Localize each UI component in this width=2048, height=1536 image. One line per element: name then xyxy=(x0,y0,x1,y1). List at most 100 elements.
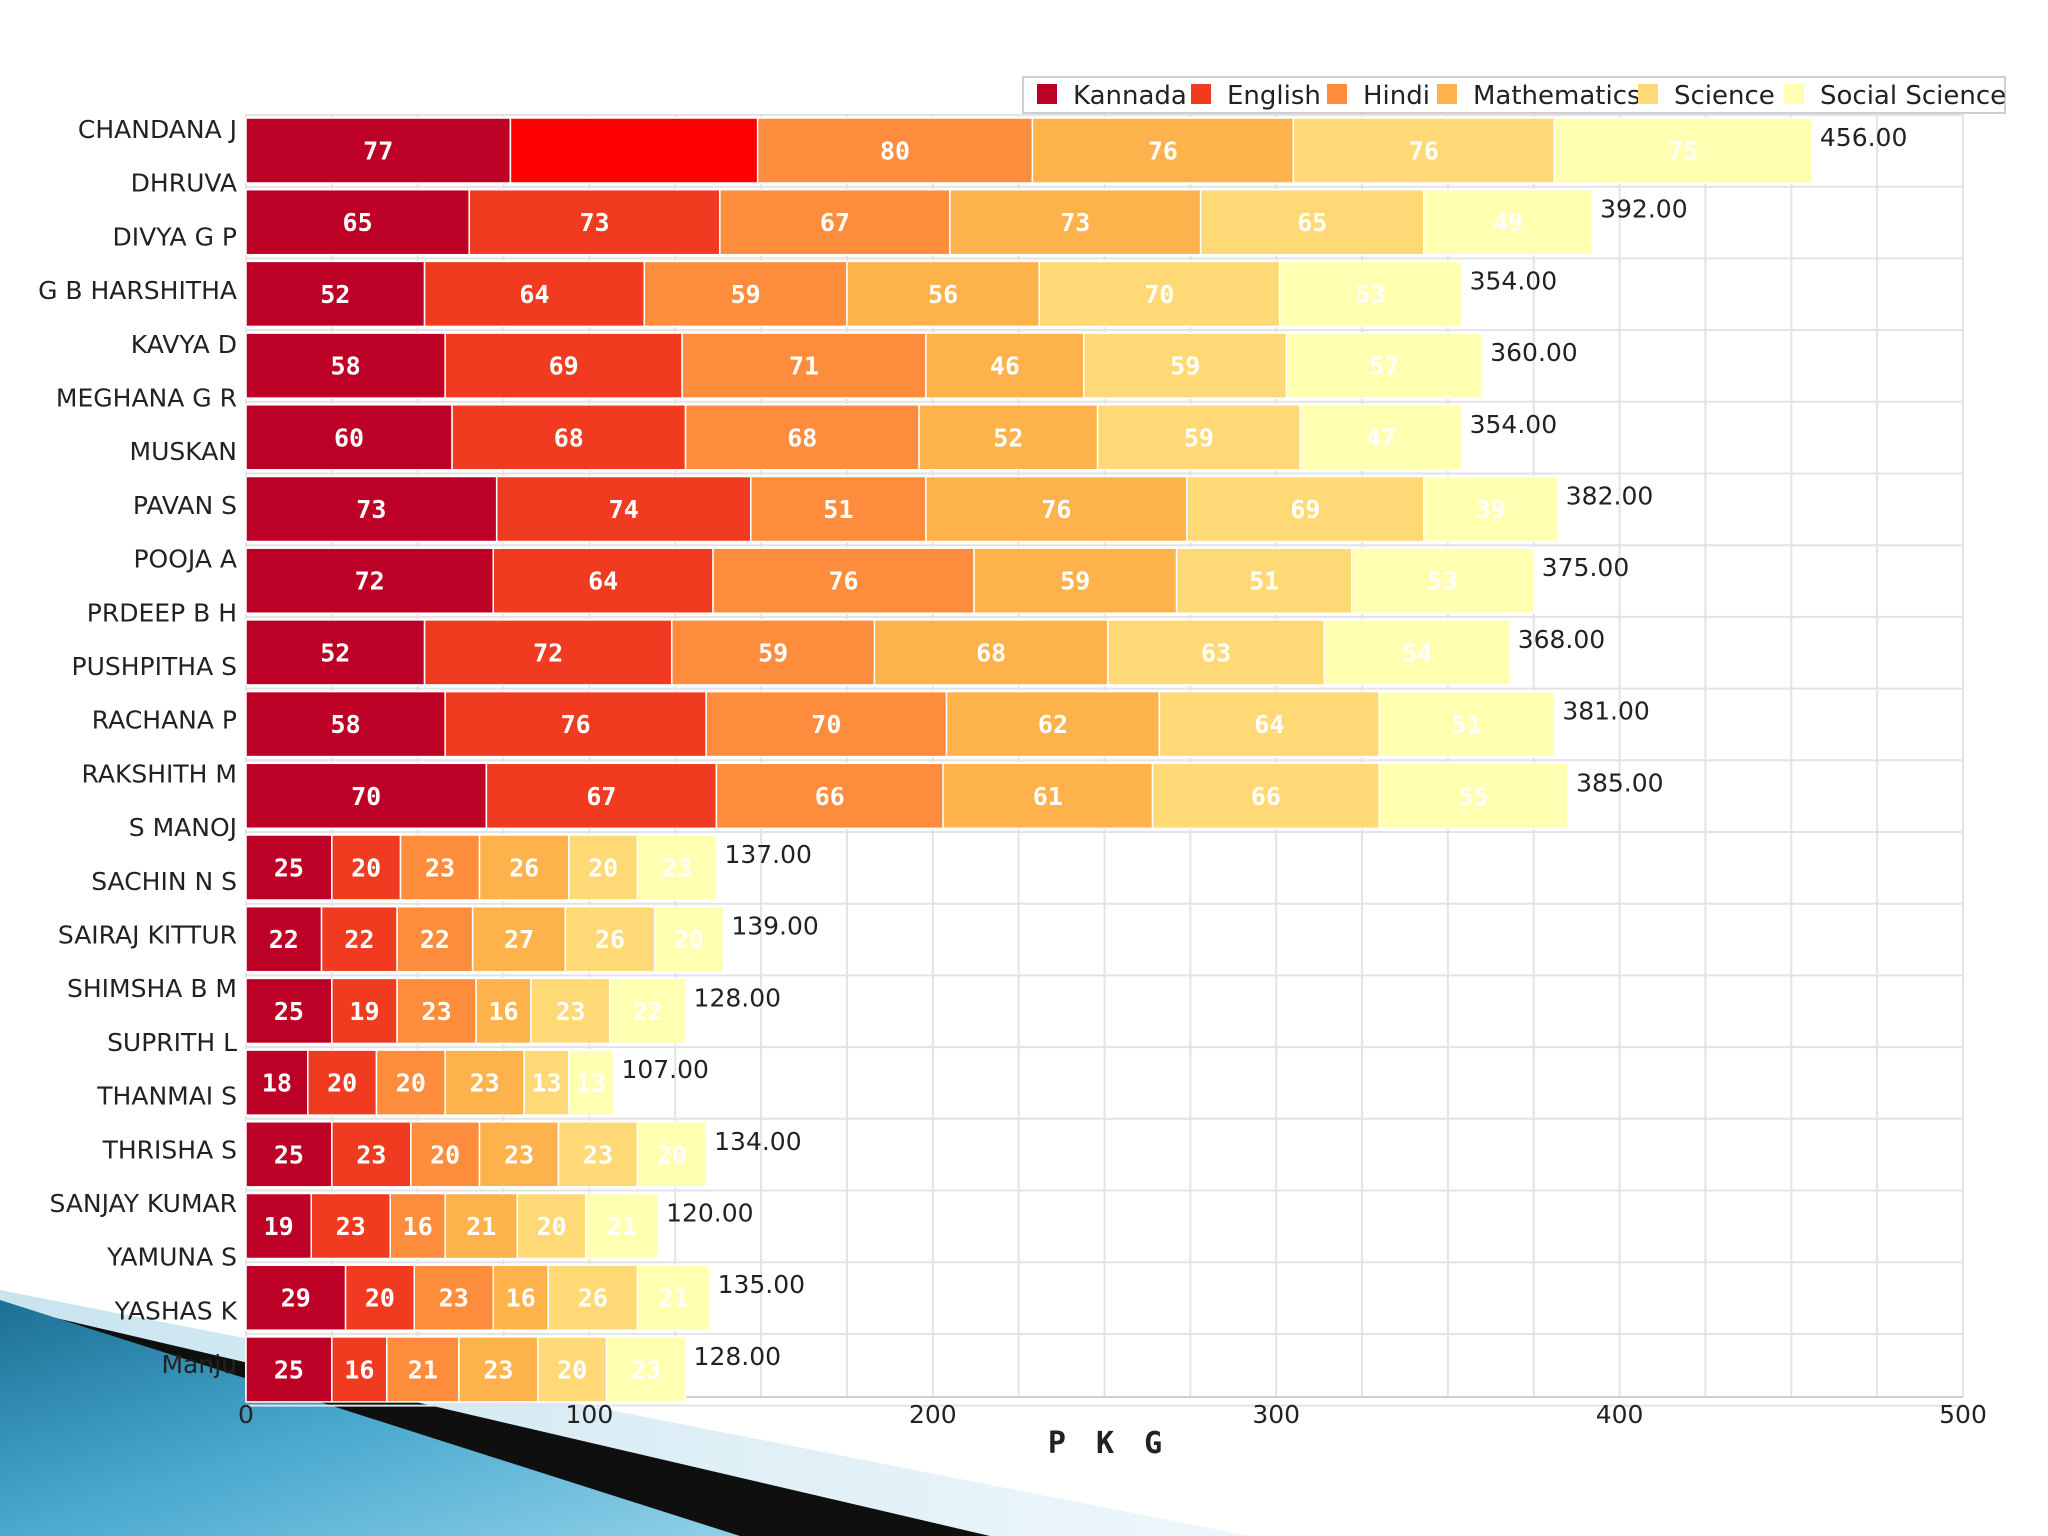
segment-value-label: 51 xyxy=(1249,567,1279,596)
bar-segment-hindi xyxy=(375,1049,446,1116)
legend-label: English xyxy=(1227,81,1321,111)
bars-group: 77 80 76 76 75 456.00 65 73 67 73 65 49 392.00 52 64 59… xyxy=(245,117,1907,1403)
y-axis-label: POOJA A xyxy=(133,545,237,574)
bar-segment-science xyxy=(557,1121,639,1188)
segment-value-label: 19 xyxy=(349,997,379,1026)
segment-value-label: 22 xyxy=(633,997,663,1026)
legend-label: Social Science xyxy=(1820,81,2006,111)
segment-value-label: 20 xyxy=(351,854,381,883)
segment-value-label: 55 xyxy=(1459,782,1489,811)
bar-segment-english xyxy=(485,762,718,830)
legend: Kannada English Hindi Mathematics Science Soc… xyxy=(1022,76,2006,114)
segment-value-label: 23 xyxy=(470,1069,500,1098)
bar-segment-hindi xyxy=(399,834,481,901)
bar-segment-hindi xyxy=(719,188,951,256)
bar-row: 25 23 20 23 23 20 134.00 xyxy=(245,1121,802,1188)
segment-value-label: 16 xyxy=(506,1284,536,1313)
segment-value-label: 66 xyxy=(815,782,845,811)
bar-segment-social-science xyxy=(605,1336,687,1403)
bar-segment-hindi xyxy=(396,905,474,973)
bar-segment-mathematics xyxy=(478,1121,560,1188)
segment-value-label: 23 xyxy=(425,854,455,883)
segment-value-label: 56 xyxy=(928,280,958,309)
bar-row: 52 72 59 68 63 54 368.00 xyxy=(245,619,1605,686)
bar-segment-kannada xyxy=(245,834,333,901)
bar-segment-science xyxy=(1096,404,1301,471)
bar-segment-english xyxy=(344,1264,416,1331)
bar-segment-science xyxy=(530,977,611,1045)
bar-segment-science xyxy=(1186,475,1425,543)
bar-segment-mathematics xyxy=(918,404,1099,471)
segment-value-label: 53 xyxy=(1428,567,1458,596)
x-tick-label: 0 xyxy=(238,1400,254,1429)
segment-value-label: 27 xyxy=(504,925,534,954)
bar-total-label: 354.00 xyxy=(1470,266,1557,295)
bar-segment-social-science xyxy=(1299,404,1463,471)
legend-box xyxy=(1022,76,2006,114)
legend-label: Kannada xyxy=(1073,81,1187,111)
segment-value-label: 73 xyxy=(356,495,386,524)
bar-segment-english xyxy=(451,404,687,471)
segment-value-label: 57 xyxy=(1369,352,1399,381)
bar-segment-mathematics xyxy=(444,1192,519,1260)
segment-value-label: 54 xyxy=(1402,638,1432,667)
segment-value-label: 60 xyxy=(334,423,364,452)
x-tick-label: 200 xyxy=(909,1400,957,1429)
bar-segment-kannada xyxy=(245,619,426,686)
segment-value-label: 67 xyxy=(820,208,850,237)
bar-segment-social-science xyxy=(585,1192,659,1260)
bar-segment-mathematics xyxy=(873,619,1109,686)
y-axis-label: YASHAS K xyxy=(114,1296,238,1325)
segment-value-label: 23 xyxy=(583,1140,613,1169)
bar-segment-kannada xyxy=(245,188,470,256)
segment-value-label: 59 xyxy=(1184,423,1214,452)
segment-value-label: 29 xyxy=(281,1284,311,1313)
x-tick-label: 400 xyxy=(1596,1400,1644,1429)
segment-value-label: 62 xyxy=(1038,710,1068,739)
bar-segment-science xyxy=(547,1264,639,1331)
bar-total-label: 107.00 xyxy=(621,1055,708,1084)
y-axis-label: PUSHPITHA S xyxy=(72,652,237,681)
segment-value-label: 76 xyxy=(1148,137,1178,166)
y-axis-label: Manju xyxy=(161,1350,237,1379)
segment-value-label: 23 xyxy=(422,997,452,1026)
bar-segment-social-science xyxy=(1350,547,1535,614)
bar-total-label: 137.00 xyxy=(724,840,811,869)
bar-segment-hindi xyxy=(643,260,848,328)
bar-total-label: 128.00 xyxy=(694,983,781,1012)
bar-row: 65 73 67 73 65 49 392.00 xyxy=(245,188,1688,256)
segment-value-label: 23 xyxy=(356,1140,386,1169)
segment-value-label: 21 xyxy=(607,1212,637,1241)
bar-segment-social-science xyxy=(1378,690,1556,758)
segment-value-label: 23 xyxy=(631,1355,661,1384)
y-axis-label: RAKSHITH M xyxy=(82,759,237,788)
bar-segment-english xyxy=(310,1192,391,1260)
y-axis-label: SACHIN N S xyxy=(91,867,237,896)
segment-value-label: 25 xyxy=(274,997,304,1026)
bar-segment-kannada xyxy=(245,1192,312,1260)
segment-value-label: 16 xyxy=(344,1355,374,1384)
segment-value-label: 22 xyxy=(420,925,450,954)
segment-value-label: 64 xyxy=(519,280,549,309)
segment-value-label: 72 xyxy=(355,567,385,596)
segment-value-label: 52 xyxy=(993,423,1023,452)
bar-segment-science xyxy=(1083,332,1288,399)
bar-segment-mathematics xyxy=(475,977,532,1045)
segment-value-label: 25 xyxy=(274,1355,304,1384)
segment-value-label: 52 xyxy=(320,638,350,667)
y-axis-label: DHRUVA xyxy=(131,169,237,198)
segment-value-label: 23 xyxy=(336,1212,366,1241)
bar-total-label: 381.00 xyxy=(1562,697,1649,726)
bar-segment-social-science xyxy=(636,1264,711,1331)
segment-value-label: 51 xyxy=(823,495,853,524)
segment-value-label: 70 xyxy=(351,782,381,811)
bar-segment-hindi xyxy=(684,404,920,471)
y-axis-label: THRISHA S xyxy=(102,1135,237,1164)
bar-segment-kannada xyxy=(245,762,488,830)
bar-row: 60 68 68 52 59 47 354.00 xyxy=(245,404,1557,471)
segment-value-label: 18 xyxy=(262,1069,292,1098)
bar-segment-social-science xyxy=(1553,117,1813,184)
segment-value-label: 72 xyxy=(533,638,563,667)
segment-value-label: 52 xyxy=(320,280,350,309)
